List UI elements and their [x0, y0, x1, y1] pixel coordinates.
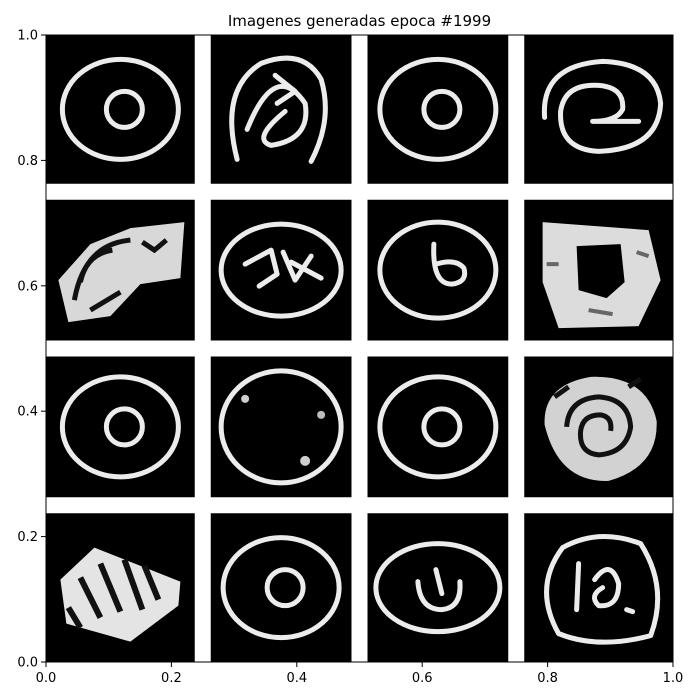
generated-image-tile	[524, 35, 673, 184]
y-tick-label: 0.6	[17, 279, 38, 294]
x-tick-label: 0.0	[36, 671, 57, 686]
x-tick-label: 0.4	[286, 671, 307, 686]
x-tick-label: 1.0	[663, 671, 684, 686]
x-tick-label: 0.8	[537, 671, 558, 686]
generated-image-tile	[46, 513, 195, 662]
y-tick-label: 0.8	[17, 154, 38, 169]
axes-frame	[45, 34, 674, 663]
generated-image-tile	[367, 35, 509, 184]
generated-image-tile	[46, 35, 195, 184]
generated-image-tile	[367, 356, 509, 498]
chart-title: Imagenes generadas epoca #1999	[228, 12, 491, 30]
generated-image-tile	[367, 199, 509, 341]
x-axis: 0.0 0.2 0.4 0.6 0.8 1.0	[36, 662, 684, 686]
generated-image-tile	[46, 199, 195, 341]
generated-image-tile	[46, 356, 195, 498]
generated-image-tile	[524, 199, 673, 341]
generated-image-tile	[210, 35, 352, 184]
y-axis: 0.0 0.2 0.4 0.6 0.8 1.0	[17, 29, 46, 671]
x-tick-label: 0.2	[161, 671, 182, 686]
y-tick-label: 0.0	[17, 656, 38, 671]
y-tick-label: 0.2	[17, 530, 38, 545]
y-tick-label: 1.0	[17, 29, 38, 44]
generated-image-tile	[210, 513, 352, 662]
generated-image-tile	[210, 199, 352, 341]
generated-image-tile	[367, 513, 509, 662]
generated-image-tile	[524, 356, 673, 498]
generated-image-tile	[210, 356, 352, 498]
y-tick-label: 0.4	[17, 405, 38, 420]
generated-image-tile	[524, 513, 673, 662]
x-tick-label: 0.6	[412, 671, 433, 686]
image-grid	[46, 35, 673, 662]
